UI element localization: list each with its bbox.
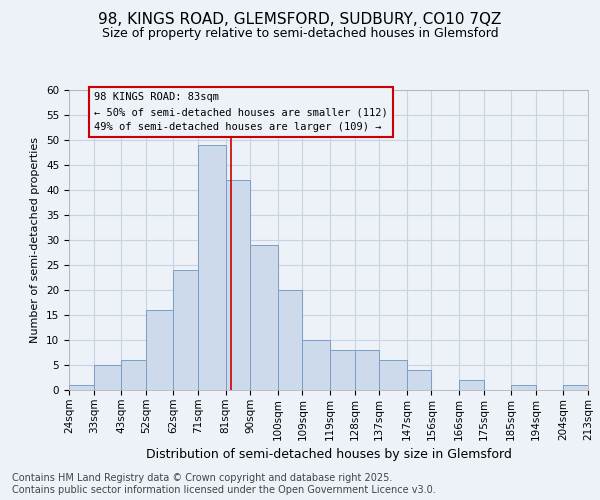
Bar bbox=[407, 370, 431, 390]
Bar bbox=[355, 350, 379, 390]
Bar bbox=[511, 385, 536, 390]
Bar bbox=[94, 365, 121, 390]
Bar bbox=[198, 145, 226, 390]
Bar bbox=[563, 385, 588, 390]
Bar bbox=[379, 360, 407, 390]
Bar bbox=[226, 180, 250, 390]
Bar bbox=[146, 310, 173, 390]
Bar bbox=[250, 245, 278, 390]
Text: Size of property relative to semi-detached houses in Glemsford: Size of property relative to semi-detach… bbox=[101, 28, 499, 40]
Bar bbox=[278, 290, 302, 390]
Bar bbox=[69, 385, 94, 390]
Bar bbox=[330, 350, 355, 390]
Bar bbox=[121, 360, 146, 390]
Text: 98 KINGS ROAD: 83sqm
← 50% of semi-detached houses are smaller (112)
49% of semi: 98 KINGS ROAD: 83sqm ← 50% of semi-detac… bbox=[94, 92, 388, 132]
Text: Contains HM Land Registry data © Crown copyright and database right 2025.
Contai: Contains HM Land Registry data © Crown c… bbox=[12, 474, 436, 495]
Y-axis label: Number of semi-detached properties: Number of semi-detached properties bbox=[31, 137, 40, 343]
Bar bbox=[173, 270, 198, 390]
Bar bbox=[459, 380, 484, 390]
Text: 98, KINGS ROAD, GLEMSFORD, SUDBURY, CO10 7QZ: 98, KINGS ROAD, GLEMSFORD, SUDBURY, CO10… bbox=[98, 12, 502, 28]
X-axis label: Distribution of semi-detached houses by size in Glemsford: Distribution of semi-detached houses by … bbox=[146, 448, 511, 461]
Bar bbox=[302, 340, 330, 390]
